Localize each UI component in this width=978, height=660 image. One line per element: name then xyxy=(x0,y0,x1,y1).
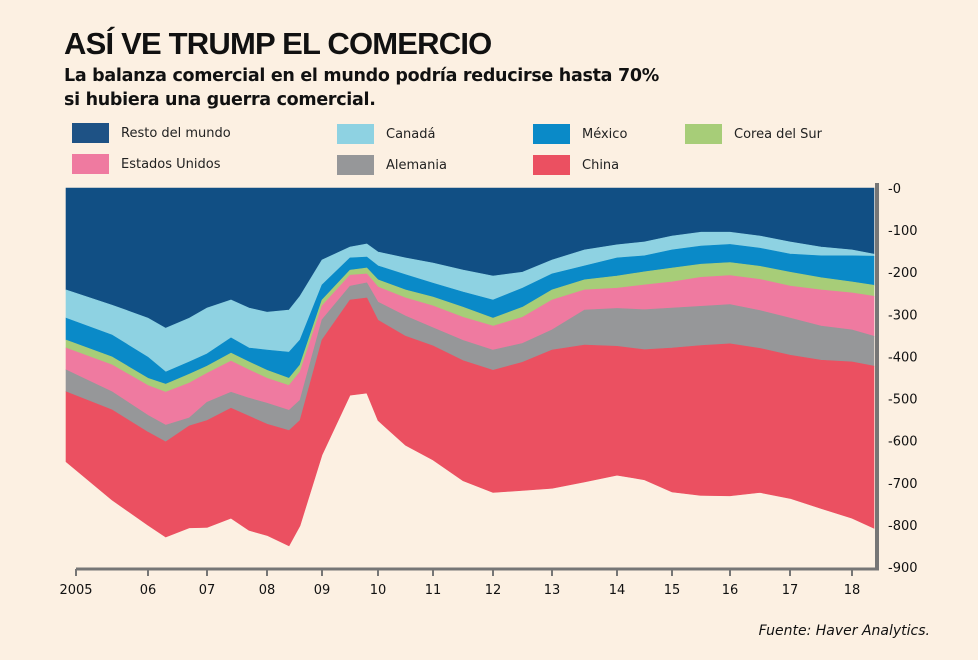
y-tick-label: -700 xyxy=(888,477,918,492)
y-tick-label: -300 xyxy=(888,308,918,323)
chart-subtitle: La balanza comercial en el mundo podría … xyxy=(64,66,659,110)
legend-swatch xyxy=(72,123,109,143)
y-tick-label: -100 xyxy=(888,224,918,239)
legend-item-resto-del-mundo: Resto del mundo xyxy=(72,123,231,143)
x-tick-label: 07 xyxy=(199,583,216,598)
legend-item-estados-unidos: Estados Unidos xyxy=(72,154,221,174)
x-tick-label: 2005 xyxy=(59,583,92,598)
legend-label: Corea del Sur xyxy=(734,126,823,142)
area-layers xyxy=(65,187,875,547)
x-tick-label: 14 xyxy=(609,583,626,598)
axes: 2005 06 07 08 09 10 11 12 13 14 15 16 17 18 -0 -100 -20… xyxy=(59,182,917,598)
legend-label: Canadá xyxy=(386,126,436,142)
legend-label: China xyxy=(582,157,620,173)
legend-swatch xyxy=(533,155,570,175)
x-tick-label: 17 xyxy=(782,583,799,598)
x-tick-label: 13 xyxy=(544,583,561,598)
y-tick-label: -500 xyxy=(888,393,918,408)
x-tick-label: 08 xyxy=(259,583,276,598)
legend-label: Alemania xyxy=(386,157,447,173)
x-tick-label: 12 xyxy=(485,583,502,598)
y-tick-label: -200 xyxy=(888,266,918,281)
x-tick-label: 15 xyxy=(664,583,681,598)
legend-item-china: China xyxy=(533,155,619,175)
x-tick-label: 06 xyxy=(140,583,157,598)
legend-swatch xyxy=(685,124,722,144)
source-note: Fuente: Haver Analytics. xyxy=(758,623,930,639)
legend-swatch xyxy=(72,154,109,174)
legend-swatch xyxy=(337,124,374,144)
chart-title: ASÍ VE TRUMP EL COMERCIO xyxy=(64,26,492,61)
y-tick-label: -900 xyxy=(888,561,918,576)
y-tick-label: -600 xyxy=(888,435,918,450)
x-tick-label: 10 xyxy=(370,583,387,598)
x-tick-label: 18 xyxy=(844,583,861,598)
legend-swatch xyxy=(337,155,374,175)
legend-item-alemania: Alemania xyxy=(337,155,447,175)
legend-item-mexico: México xyxy=(533,124,627,144)
x-tick-label: 16 xyxy=(722,583,739,598)
y-ticks: -0 -100 -200 -300 -400 -500 -600 -700 -800 -900 xyxy=(888,182,918,576)
x-tick-label: 09 xyxy=(314,583,331,598)
area-china xyxy=(65,297,875,547)
legend-label: México xyxy=(582,126,628,142)
y-tick-label: -400 xyxy=(888,350,918,365)
x-tick-label: 11 xyxy=(425,583,442,598)
legend-label: Resto del mundo xyxy=(121,125,231,141)
x-ticks: 2005 06 07 08 09 10 11 12 13 14 15 16 17 18 xyxy=(59,569,860,598)
y-tick-label: -0 xyxy=(888,182,901,197)
legend-item-corea-del-sur: Corea del Sur xyxy=(685,124,822,144)
legend-item-canada: Canadá xyxy=(337,124,435,144)
legend-label: Estados Unidos xyxy=(121,156,221,172)
y-tick-label: -800 xyxy=(888,519,918,534)
legend-swatch xyxy=(533,124,570,144)
